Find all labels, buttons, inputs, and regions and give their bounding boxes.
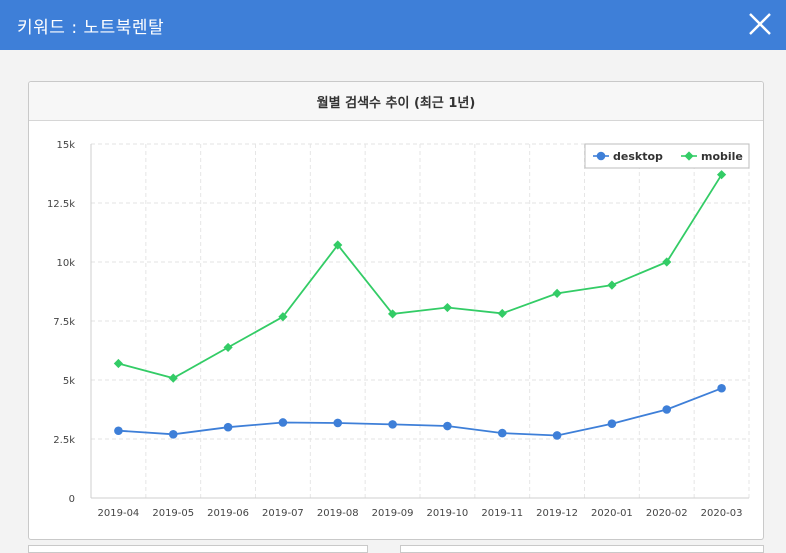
y-tick-label: 15k	[56, 140, 75, 151]
x-tick-label: 2019-09	[372, 508, 414, 519]
mobile-point[interactable]	[552, 288, 562, 298]
chart-panel: 월별 검색수 추이 (최근 1년) 0 2.5k 5k 7.5k 10k 12.5k 15k…	[28, 81, 764, 540]
desktop-point[interactable]	[443, 421, 452, 431]
mobile-point[interactable]	[662, 257, 672, 267]
legend-label-desktop[interactable]: desktop	[613, 150, 663, 163]
y-tick-label: 7.5k	[53, 317, 75, 328]
mobile-point[interactable]	[497, 308, 507, 319]
mobile-point[interactable]	[113, 358, 124, 369]
legend-marker-desktop	[596, 151, 606, 161]
desktop-point[interactable]	[552, 431, 562, 440]
x-tick-label: 2019-05	[152, 508, 194, 519]
x-tick-label: 2019-10	[427, 508, 469, 519]
x-tick-label: 2019-08	[317, 508, 359, 519]
x-tick-label: 2019-04	[98, 508, 140, 519]
mobile-point[interactable]	[333, 240, 343, 250]
desktop-point[interactable]	[168, 429, 178, 439]
legend-box	[584, 143, 750, 169]
line-chart: 0 2.5k 5k 7.5k 10k 12.5k 15k 2019-04 2019-05 2019…	[47, 140, 750, 519]
y-tick-label: 2.5k	[53, 435, 75, 446]
close-icon	[749, 13, 771, 35]
x-tick-label: 2020-01	[591, 508, 633, 519]
chart-panel-header: 월별 검색수 추이 (최근 1년)	[29, 82, 763, 121]
keyword-title: 키워드 : 노트북렌탈	[17, 18, 165, 38]
x-tick-label: 2019-06	[207, 508, 249, 519]
mobile-point[interactable]	[442, 302, 453, 313]
desktop-point[interactable]	[717, 383, 726, 393]
desktop-point[interactable]	[497, 428, 507, 438]
y-tick-label: 0	[69, 494, 75, 505]
y-tick-label: 10k	[56, 258, 75, 269]
legend-label-mobile[interactable]: mobile	[701, 150, 743, 163]
next-panel-left	[28, 545, 368, 553]
mobile-point[interactable]	[607, 280, 617, 290]
desktop-point[interactable]	[223, 422, 233, 432]
y-tick-label: 12.5k	[47, 199, 75, 210]
chart-title: 월별 검색수 추이 (최근 1년)	[316, 96, 476, 111]
desktop-point[interactable]	[662, 405, 672, 414]
mobile-point[interactable]	[168, 373, 178, 383]
y-tick-label: 5k	[63, 376, 75, 387]
desktop-line	[118, 387, 722, 437]
legend-marker-mobile	[684, 151, 694, 161]
x-tick-label: 2020-03	[701, 508, 743, 519]
mobile-point[interactable]	[716, 170, 727, 180]
modal-header: 키워드 : 노트북렌탈	[0, 0, 786, 50]
mobile-line	[118, 174, 723, 380]
next-panel-right	[400, 545, 764, 553]
mobile-point[interactable]	[223, 342, 233, 353]
x-tick-label: 2019-11	[481, 508, 523, 519]
desktop-point[interactable]	[333, 418, 343, 428]
desktop-point[interactable]	[114, 426, 123, 436]
desktop-point[interactable]	[388, 420, 397, 429]
x-tick-label: 2019-12	[536, 508, 578, 519]
x-tick-label: 2020-02	[646, 508, 688, 519]
close-button[interactable]	[744, 8, 776, 40]
desktop-point[interactable]	[278, 418, 288, 427]
desktop-point[interactable]	[607, 419, 617, 428]
x-tick-label: 2019-07	[262, 508, 304, 519]
